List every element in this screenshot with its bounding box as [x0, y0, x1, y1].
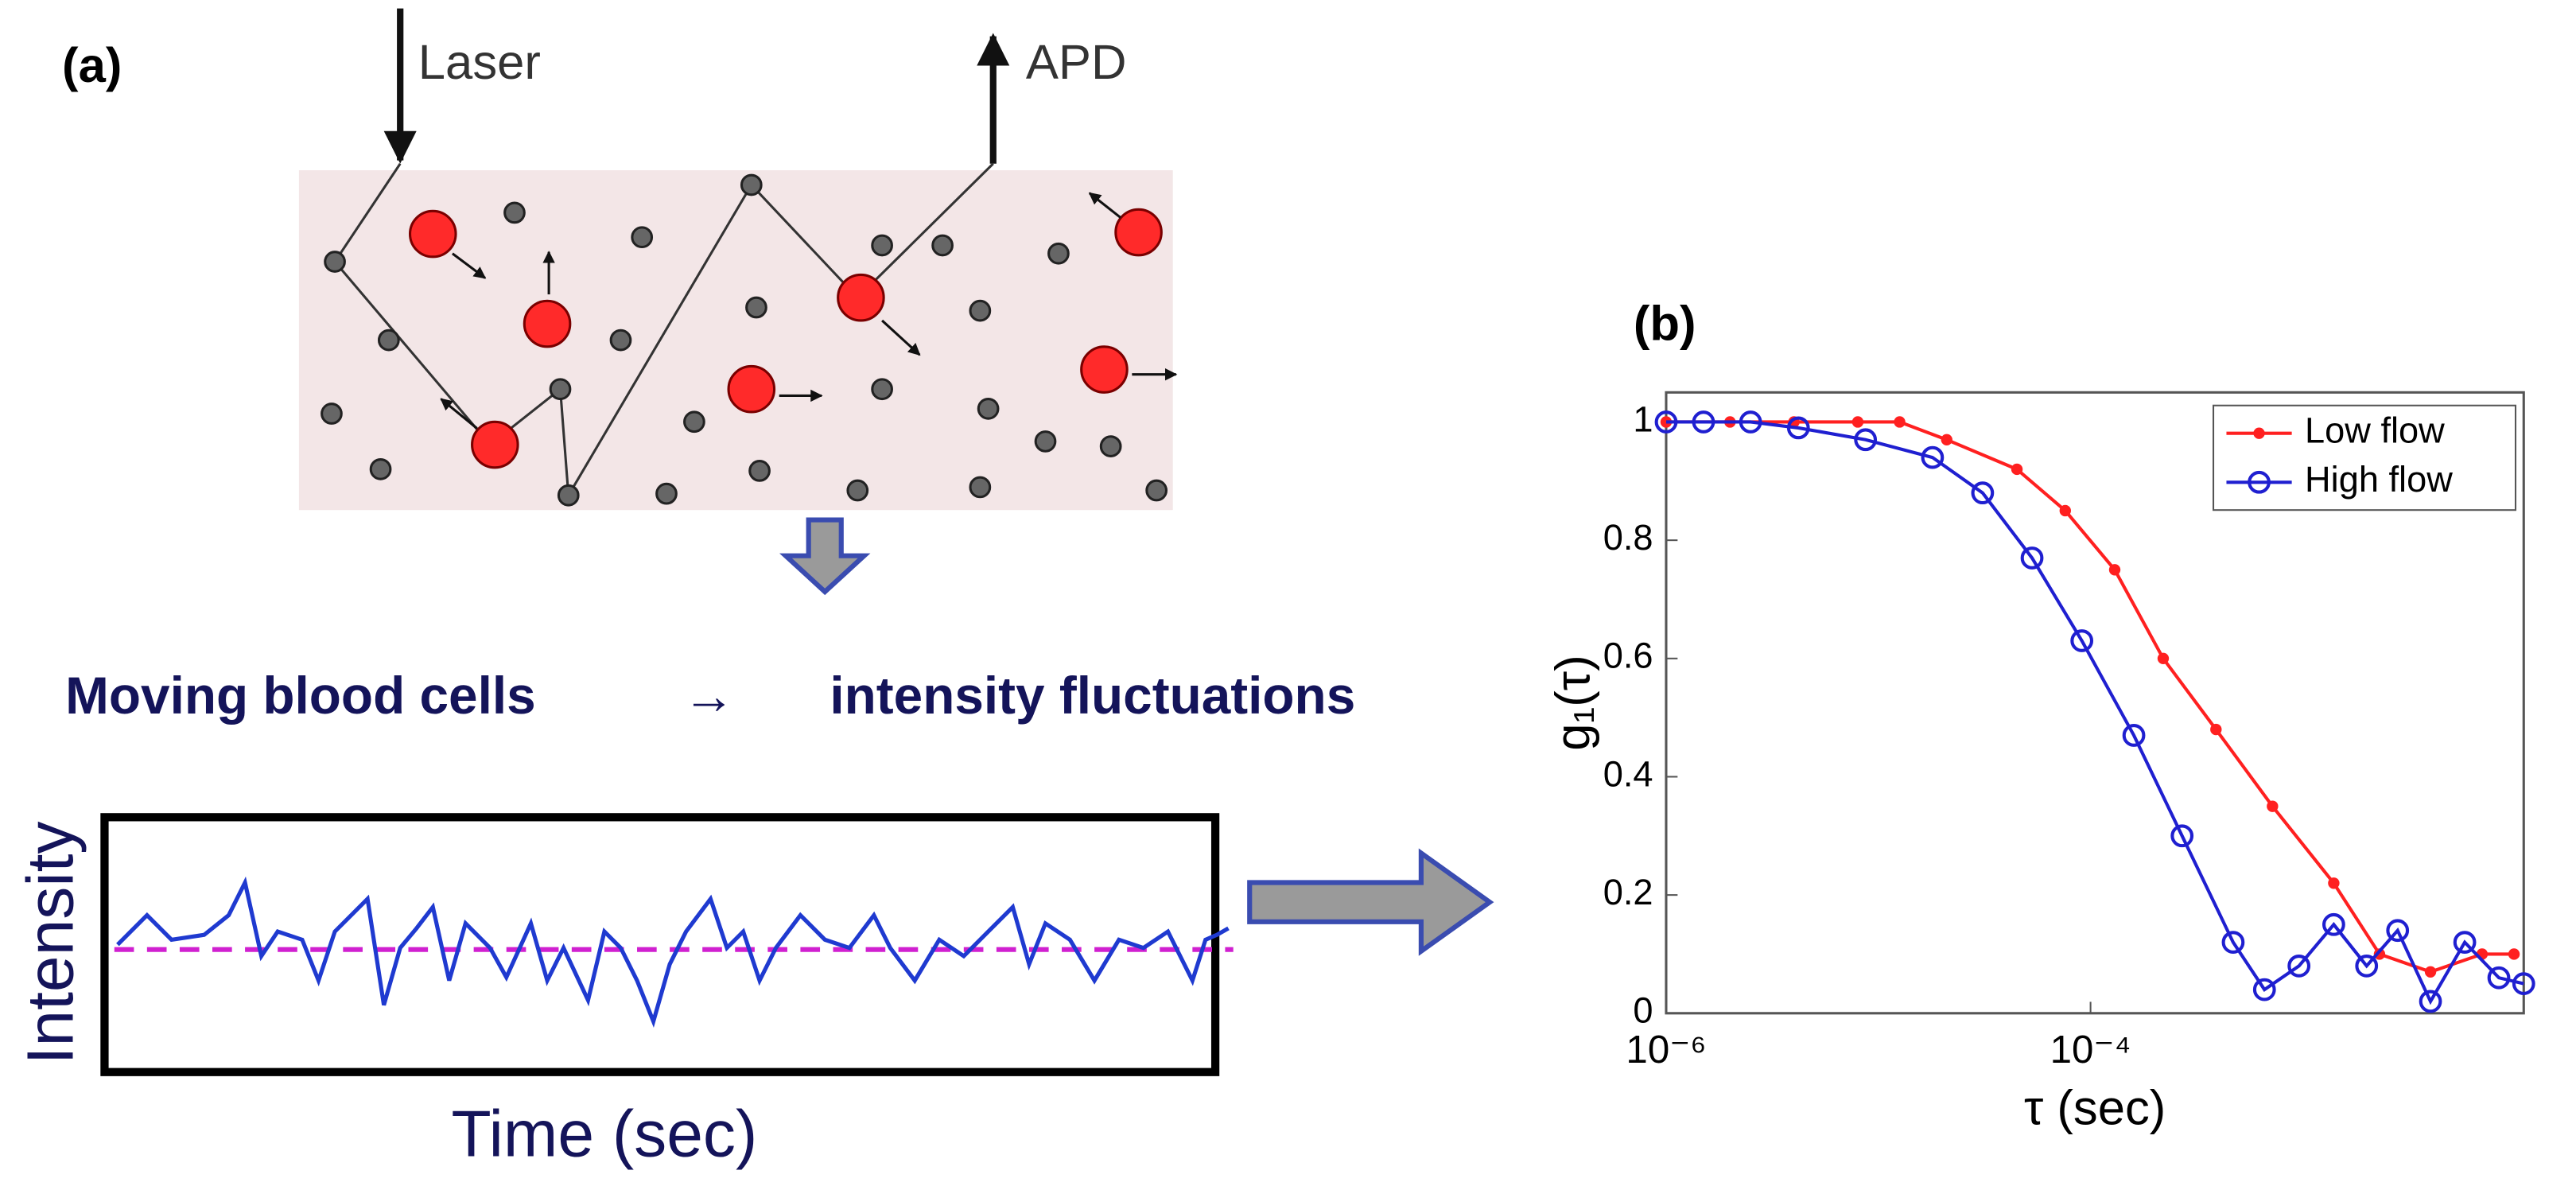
right-arrow — [1247, 848, 1494, 956]
data-point — [2221, 931, 2245, 954]
panel-label: (a) — [62, 38, 122, 93]
x-tick-label: 10⁻⁶ — [1626, 1028, 1706, 1071]
trace-ylabel: Intensity — [15, 822, 87, 1065]
data-point — [1941, 434, 1952, 445]
data-point — [1786, 416, 1810, 440]
caption-arrow: → — [683, 667, 736, 725]
cell-motion — [440, 192, 1178, 430]
intensity-trace — [116, 876, 1230, 1028]
data-point — [2210, 723, 2222, 736]
data-point — [1854, 428, 1878, 452]
data-point — [2287, 954, 2311, 978]
y-tick-label: 0.4 — [1603, 753, 1653, 794]
blood-cells — [408, 208, 1163, 469]
photon-path — [333, 162, 994, 500]
x-tick-label: 10⁻⁴ — [2050, 1028, 2131, 1071]
panel-label: (b) — [1634, 296, 1696, 351]
chart: 0 0.2 0.4 0.6 0.8 1 10⁻⁶ 10⁻⁴ τ (sec) g₁(τ) Low fl… — [1545, 391, 2535, 1135]
data-point — [2487, 966, 2511, 990]
data-point — [2508, 948, 2520, 960]
data-point — [1851, 416, 1864, 428]
y-tick-label: 0.2 — [1603, 872, 1653, 912]
legend-marker — [2248, 470, 2271, 494]
data-point — [2322, 912, 2345, 936]
static-scatterers — [321, 173, 1168, 507]
y-tick-label: 1 — [1633, 399, 1653, 439]
data-point — [2512, 972, 2535, 996]
data-point — [1894, 416, 1906, 428]
caption-right: intensity fluctuations — [830, 667, 1355, 725]
data-point — [2070, 629, 2094, 652]
data-point — [2267, 800, 2279, 812]
data-point — [2355, 954, 2379, 978]
data-point — [2386, 919, 2410, 943]
laser-label: Laser — [418, 35, 541, 90]
data-point — [1921, 445, 1945, 469]
series-line — [1665, 420, 2524, 1005]
down-arrow — [779, 517, 871, 596]
x-axis-label: τ (sec) — [2024, 1080, 2166, 1135]
data-point — [2020, 546, 2044, 570]
data-point — [2252, 978, 2276, 1001]
legend-marker — [2253, 427, 2265, 439]
y-axis-label: g₁(τ) — [1545, 655, 1600, 750]
data-point — [1654, 410, 1678, 434]
y-tick-label: 0.6 — [1603, 636, 1653, 676]
data-point — [2453, 931, 2477, 954]
trace-xlabel: Time (sec) — [452, 1099, 758, 1171]
data-point — [2170, 824, 2194, 848]
data-point — [1692, 410, 1715, 434]
caption-left: Moving blood cells — [65, 667, 536, 725]
data-point — [2157, 652, 2170, 664]
data-point — [2328, 877, 2340, 889]
y-tick-label: 0.8 — [1603, 517, 1653, 558]
legend-label: High flow — [2305, 459, 2453, 500]
data-point — [2424, 966, 2437, 978]
data-point — [2419, 990, 2442, 1013]
data-point — [1971, 481, 1995, 505]
data-point — [2059, 504, 2071, 517]
y-tick-label: 0 — [1633, 990, 1653, 1031]
data-point — [2122, 724, 2146, 747]
legend-label: Low flow — [2305, 410, 2445, 451]
data-point — [1739, 410, 1762, 434]
trace-box — [100, 813, 1220, 1076]
apd-label: APD — [1026, 35, 1127, 90]
data-point — [2108, 564, 2121, 576]
data-point — [2011, 463, 2023, 476]
